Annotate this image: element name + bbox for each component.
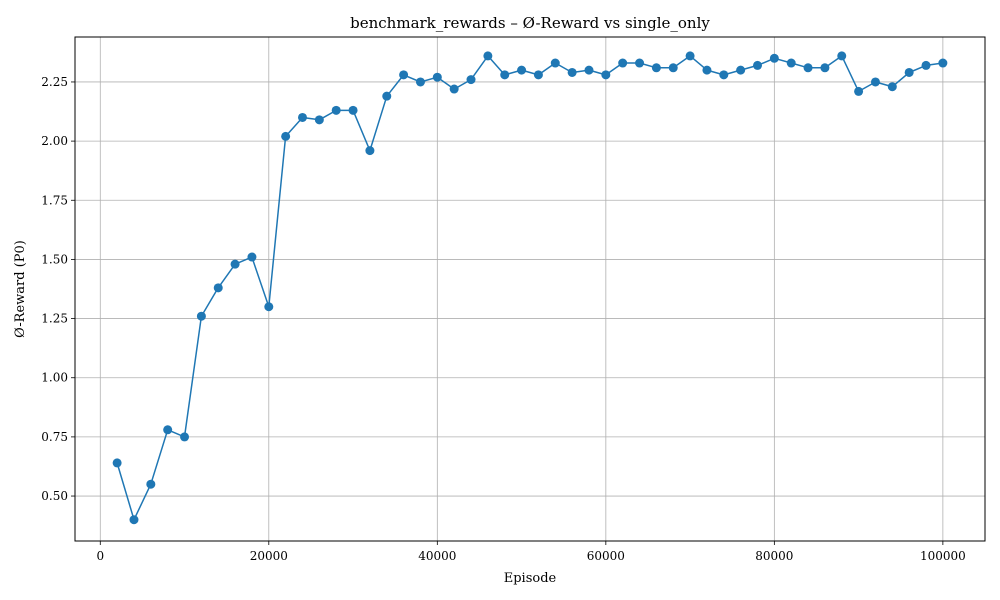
data-point (803, 63, 813, 73)
x-axis-ticks: 0 20000 40000 60000 80000 100000 (96, 541, 966, 563)
data-point (112, 458, 122, 468)
data-point (483, 51, 493, 61)
data-point (719, 70, 729, 80)
data-point (887, 82, 897, 92)
x-tick-label: 20000 (250, 549, 288, 563)
y-tick-label: 1.75 (41, 193, 68, 207)
data-point (601, 70, 611, 80)
data-point (466, 75, 476, 85)
data-point (635, 58, 645, 68)
data-point (550, 58, 560, 68)
y-axis-ticks: 0.50 0.75 1.00 1.25 1.50 1.75 2.00 2.25 (41, 75, 75, 503)
data-point (281, 131, 291, 141)
y-tick-label: 1.00 (41, 371, 68, 385)
data-point (196, 311, 206, 321)
data-point (837, 51, 847, 61)
data-point (230, 259, 240, 269)
x-tick-label: 0 (96, 549, 104, 563)
y-tick-label: 0.50 (41, 489, 68, 503)
data-point (314, 115, 324, 125)
data-point (517, 65, 527, 75)
data-point (820, 63, 830, 73)
data-point (146, 479, 156, 489)
y-tick-label: 0.75 (41, 430, 68, 444)
data-point (129, 515, 139, 525)
y-tick-label: 2.00 (41, 134, 68, 148)
data-point (415, 77, 425, 87)
data-point (432, 72, 442, 82)
data-point (938, 58, 948, 68)
data-point (331, 105, 341, 115)
data-point (870, 77, 880, 87)
data-point (533, 70, 543, 80)
data-point (584, 65, 594, 75)
series-line (116, 55, 944, 521)
data-point (298, 112, 307, 122)
data-point (651, 63, 661, 73)
data-point (702, 65, 712, 75)
data-point (348, 105, 358, 115)
x-tick-label: 40000 (418, 549, 456, 563)
x-axis-label: Episode (504, 571, 557, 586)
y-axis-label: Ø-Reward (P0) (13, 240, 28, 338)
x-tick-label: 80000 (755, 549, 793, 563)
data-point (365, 146, 375, 156)
data-point (567, 67, 577, 77)
data-point (213, 283, 223, 293)
data-point (786, 58, 796, 68)
y-tick-label: 1.25 (41, 312, 68, 326)
data-point (500, 70, 510, 80)
data-point (854, 86, 864, 96)
data-point (769, 53, 779, 63)
data-point (921, 60, 931, 70)
data-point (753, 60, 762, 70)
data-point (736, 65, 746, 75)
y-tick-label: 2.25 (41, 75, 68, 89)
data-point (668, 63, 678, 73)
data-point (264, 302, 274, 312)
data-point (618, 58, 628, 68)
grid (75, 37, 985, 541)
chart-title: benchmark_rewards – Ø-Reward vs single_o… (350, 14, 710, 32)
data-point (163, 425, 173, 435)
y-tick-label: 1.50 (41, 252, 68, 266)
data-point (399, 70, 409, 80)
data-point (382, 91, 392, 101)
data-point (449, 84, 459, 94)
plot-frame (74, 36, 986, 542)
data-point (685, 51, 695, 61)
x-tick-label: 100000 (920, 549, 966, 563)
data-point (904, 67, 914, 77)
data-point (180, 432, 190, 442)
data-point-group (112, 51, 948, 525)
data-point (247, 252, 257, 262)
series-line-group (116, 55, 944, 521)
x-tick-label: 60000 (587, 549, 625, 563)
